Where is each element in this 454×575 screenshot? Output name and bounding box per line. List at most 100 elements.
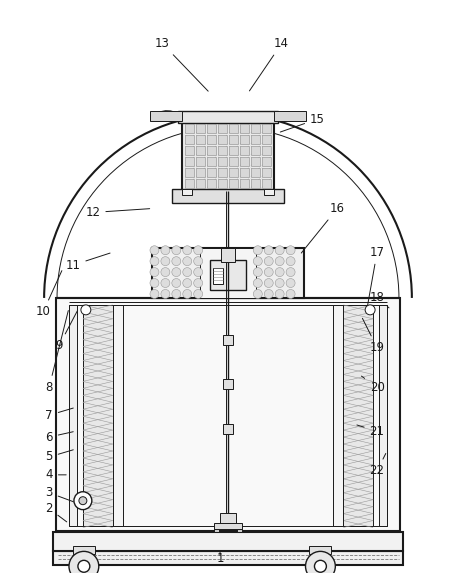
FancyArrowPatch shape [235,389,263,397]
Circle shape [172,289,181,298]
Bar [237,528,242,532]
Text: 19: 19 [362,319,385,354]
Bar [229,168,238,177]
Text: 20: 20 [361,376,385,394]
Circle shape [161,289,170,298]
Bar [229,135,238,144]
Circle shape [161,267,170,277]
Bar [240,157,249,166]
Bar [214,523,242,528]
FancyArrowPatch shape [280,116,297,118]
Bar [240,124,249,133]
Bar [262,146,271,155]
Bar [379,305,387,526]
Circle shape [183,289,192,298]
Bar [229,146,238,155]
Bar [196,168,205,177]
Text: 12: 12 [85,206,150,219]
Text: 5: 5 [45,450,73,463]
Circle shape [194,289,202,298]
Bar [240,135,249,144]
Bar [196,124,205,133]
Circle shape [183,278,192,288]
Bar [69,305,387,526]
Bar [310,546,331,554]
Bar [262,179,271,187]
Circle shape [253,278,262,288]
Circle shape [172,278,181,288]
Circle shape [194,278,202,288]
Circle shape [69,551,99,575]
Bar [214,528,219,532]
Circle shape [286,289,295,298]
Bar [153,248,304,298]
FancyArrowPatch shape [193,327,221,336]
Circle shape [161,246,170,255]
Bar [182,121,274,190]
Text: 13: 13 [155,37,208,91]
FancyArrowPatch shape [193,389,221,397]
Text: 6: 6 [45,431,73,443]
FancyArrowPatch shape [235,417,263,425]
Bar [196,146,205,155]
Bar [240,179,249,187]
Bar [229,179,238,187]
Circle shape [286,278,295,288]
Circle shape [306,551,336,575]
Bar [262,168,271,177]
Circle shape [172,267,181,277]
Text: 11: 11 [65,253,110,271]
Bar [53,532,403,551]
Circle shape [365,305,375,315]
Circle shape [194,267,202,277]
Bar [221,248,235,262]
Bar [264,189,274,194]
Circle shape [172,256,181,266]
Circle shape [275,267,284,277]
Text: 3: 3 [45,486,74,502]
Circle shape [253,267,262,277]
Bar [73,546,95,554]
Text: 4: 4 [45,469,66,481]
Bar [240,168,249,177]
Bar [178,111,278,123]
Circle shape [275,246,284,255]
Circle shape [194,256,202,266]
Bar [207,157,216,166]
Bar [343,305,373,526]
Text: 1: 1 [216,552,224,565]
Circle shape [275,289,284,298]
Bar [196,157,205,166]
Text: 17: 17 [368,246,385,305]
Bar [274,111,306,121]
Circle shape [264,256,273,266]
Circle shape [183,246,192,255]
Circle shape [183,267,192,277]
Bar [56,298,400,531]
Bar [262,124,271,133]
Bar [251,135,260,144]
Circle shape [81,305,91,315]
Bar [173,189,284,202]
Bar [83,305,113,526]
Circle shape [253,246,262,255]
FancyArrowPatch shape [158,111,178,114]
Text: 2: 2 [45,502,67,522]
Bar [196,179,205,187]
Circle shape [183,256,192,266]
Text: 10: 10 [36,271,62,319]
Bar [251,146,260,155]
Bar [223,335,233,344]
Bar [185,124,194,133]
Text: 7: 7 [45,408,73,421]
Bar [218,168,227,177]
Bar [200,248,256,298]
Circle shape [79,497,87,505]
Bar [185,179,194,187]
FancyArrowPatch shape [193,344,221,352]
Circle shape [253,289,262,298]
Text: 9: 9 [55,310,78,352]
Circle shape [275,256,284,266]
Bar [150,111,182,121]
Circle shape [286,256,295,266]
